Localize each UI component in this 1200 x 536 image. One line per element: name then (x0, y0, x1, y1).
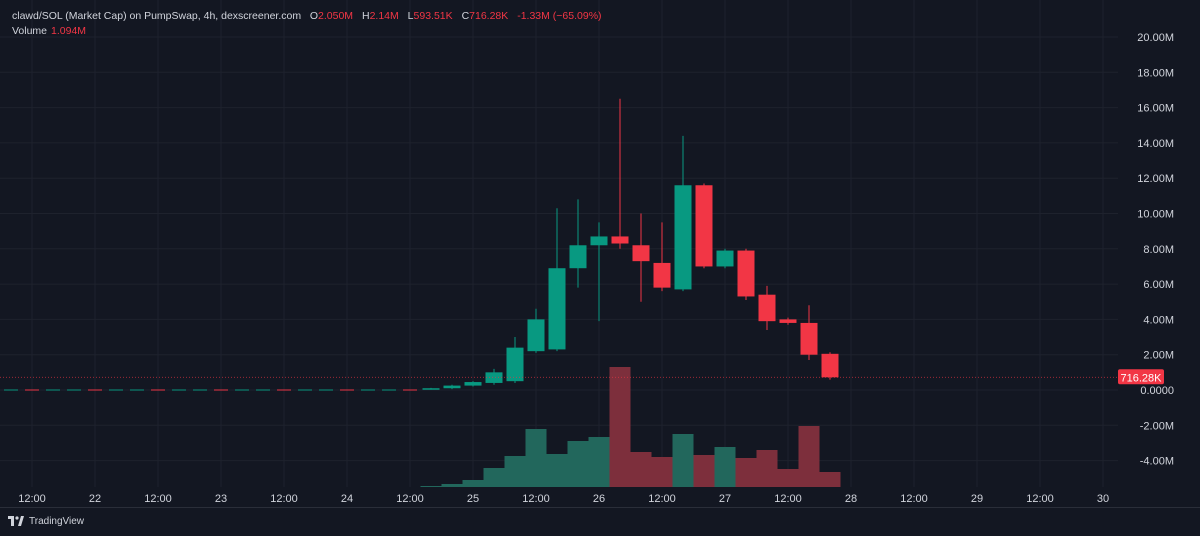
legend-open: 2.050M (318, 10, 354, 22)
legend-symbol: clawd/SOL (Market Cap) on PumpSwap, 4h, … (12, 10, 302, 22)
candle-body (443, 385, 461, 389)
tradingview-logo-icon (8, 516, 24, 526)
volume-bar (693, 455, 715, 487)
legend-volume-label: Volume (12, 25, 48, 37)
volume-bar (798, 426, 820, 487)
x-tick-label: 24 (341, 493, 353, 505)
candle-body (485, 372, 503, 383)
volume-bar (546, 454, 568, 487)
y-tick-label: 12.00M (1137, 173, 1174, 185)
x-tick-label: 12:00 (18, 493, 46, 505)
candle-body (506, 347, 524, 382)
x-tick-label: 12:00 (1026, 493, 1054, 505)
candle-body (821, 353, 839, 378)
volume-bar (735, 458, 757, 487)
volume-bar (504, 456, 526, 487)
y-tick-label: 0.0000 (1140, 385, 1174, 397)
y-tick-label: 20.00M (1137, 32, 1174, 44)
y-tick-label: 16.00M (1137, 103, 1174, 115)
y-tick-label: 6.00M (1143, 279, 1174, 291)
volume-bar (777, 469, 799, 487)
candle-body (695, 185, 713, 267)
candle-body (758, 294, 776, 322)
y-tick-label: 2.00M (1143, 350, 1174, 362)
legend-high-label: H (361, 10, 370, 22)
legend-high: 2.14M (369, 10, 399, 22)
chart-legend: clawd/SOL (Market Cap) on PumpSwap, 4h, … (12, 9, 608, 39)
tradingview-brand[interactable]: TradingView (8, 512, 84, 530)
candle-body (422, 388, 440, 390)
x-tick-label: 30 (1097, 493, 1109, 505)
x-tick-label: 12:00 (900, 493, 928, 505)
y-tick-label: 14.00M (1137, 138, 1174, 150)
x-tick-label: 26 (593, 493, 605, 505)
y-tick-label: 8.00M (1143, 244, 1174, 256)
volume-bar (651, 457, 673, 487)
candle-body (611, 236, 629, 244)
candle-body (548, 268, 566, 350)
legend-volume: 1.094M (51, 25, 87, 37)
x-tick-label: 12:00 (522, 493, 550, 505)
x-tick-label: 12:00 (774, 493, 802, 505)
volume-bar (483, 468, 505, 487)
legend-change: -1.33M (−65.09%) (517, 10, 602, 22)
volume-bar (756, 450, 778, 487)
candle-body (674, 185, 692, 290)
price-tag (1118, 369, 1164, 385)
volume-bar (525, 429, 547, 487)
volume-bar (588, 437, 610, 487)
x-tick-label: 29 (971, 493, 983, 505)
volume-bar (567, 441, 589, 487)
footer-bar (0, 507, 1200, 532)
legend-volume-row: Volume 1.094M (12, 24, 608, 39)
y-tick-label: 4.00M (1143, 314, 1174, 326)
volume-bar (609, 367, 631, 487)
x-tick-label: 22 (89, 493, 101, 505)
x-tick-label: 12:00 (648, 493, 676, 505)
y-tick-label: 18.00M (1137, 67, 1174, 79)
x-tick-label: 12:00 (396, 493, 424, 505)
candle-body (632, 245, 650, 262)
x-tick-label: 28 (845, 493, 857, 505)
volume-bar (630, 452, 652, 487)
legend-close: 716.28K (469, 10, 509, 22)
y-tick-label: 10.00M (1137, 209, 1174, 221)
y-tick-label: -4.00M (1140, 456, 1174, 468)
candle-body (527, 319, 545, 352)
volume-bar (462, 480, 484, 487)
volume-bar (420, 486, 442, 487)
legend-open-label: O (309, 10, 319, 22)
volume-bar (819, 472, 841, 487)
candle-body (800, 322, 818, 355)
candle-body (464, 382, 482, 386)
x-tick-label: 25 (467, 493, 479, 505)
price-tag-label: 716.28K (1121, 372, 1163, 384)
volume-bar (441, 484, 463, 487)
y-tick-label: -2.00M (1140, 420, 1174, 432)
x-tick-label: 27 (719, 493, 731, 505)
x-tick-label: 23 (215, 493, 227, 505)
candle-body (569, 245, 587, 269)
x-tick-label: 12:00 (144, 493, 172, 505)
candle-body (590, 236, 608, 246)
legend-low-label: L (407, 10, 414, 22)
candle-body (737, 250, 755, 297)
candle-body (779, 319, 797, 323)
legend-close-label: C (461, 10, 470, 22)
candle-body (716, 250, 734, 267)
volume-bar (714, 447, 736, 487)
candle-body (653, 262, 671, 288)
brand-name: TradingView (29, 515, 85, 527)
volume-bar (672, 434, 694, 487)
legend-price-row: clawd/SOL (Market Cap) on PumpSwap, 4h, … (12, 9, 608, 24)
x-tick-label: 12:00 (270, 493, 298, 505)
legend-low: 593.51K (413, 10, 453, 22)
